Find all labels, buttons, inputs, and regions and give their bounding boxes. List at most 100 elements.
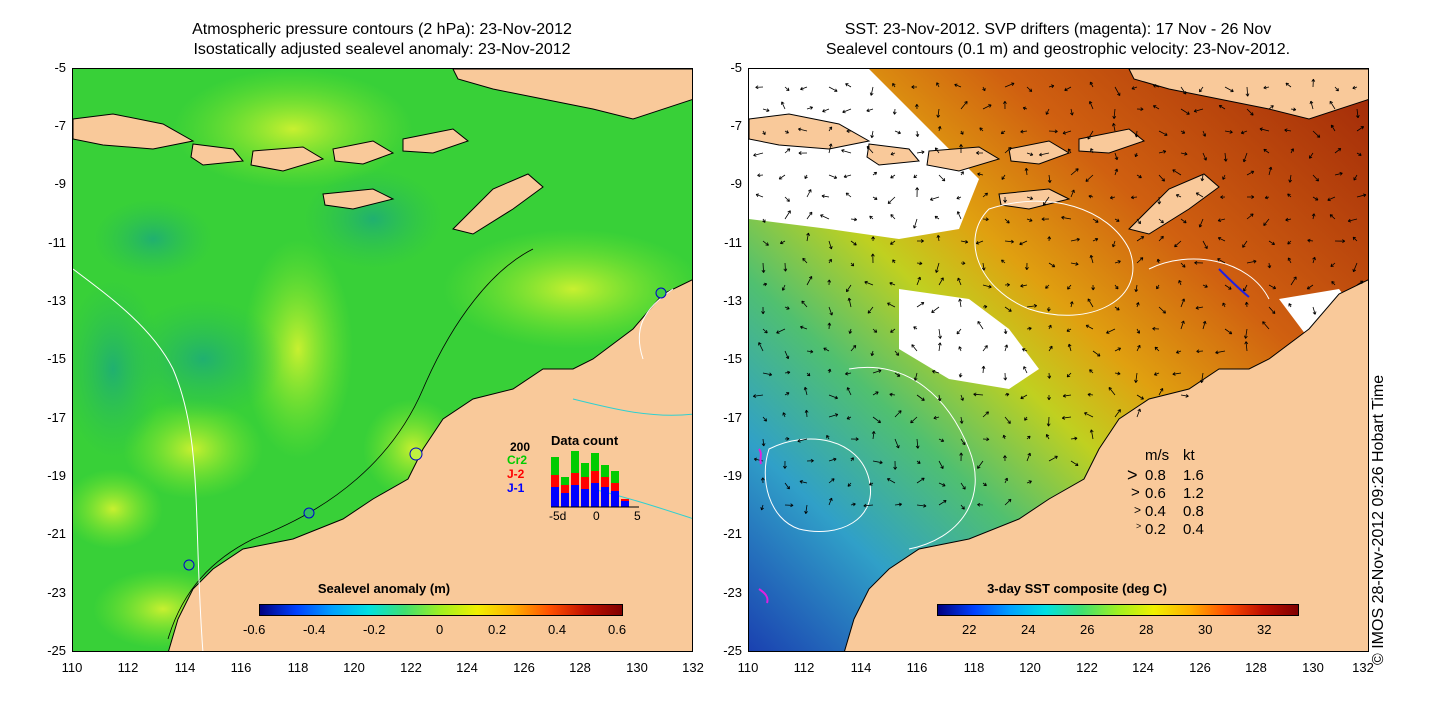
velocity-arrow <box>1002 434 1007 440</box>
velocity-arrow <box>1004 498 1012 506</box>
velocity-arrow <box>828 394 839 400</box>
velocity-arrow <box>892 108 897 115</box>
velocity-arrow <box>1136 408 1141 418</box>
velocity-arrow <box>1067 343 1072 352</box>
velocity-arrow <box>1039 152 1050 157</box>
velocity-arrow <box>1224 328 1233 335</box>
velocity-arrow <box>1004 392 1010 397</box>
velocity-arrow <box>828 86 838 92</box>
y-tick: -21 <box>47 526 66 541</box>
velocity-arrow <box>1312 130 1321 138</box>
velocity-arrow <box>1134 372 1138 383</box>
velocity-arrow <box>850 240 857 246</box>
velocity-arrow <box>798 151 808 155</box>
velocity-arrow <box>1180 320 1185 330</box>
velocity-arrow <box>869 482 874 486</box>
velocity-arrow <box>872 369 882 374</box>
velocity-arrow <box>806 211 813 220</box>
velocity-arrow <box>1287 257 1292 264</box>
velocity-arrow <box>1152 105 1160 110</box>
velocity-arrow <box>982 345 988 352</box>
velocity-arrow <box>1136 236 1145 242</box>
velocity-arrow <box>934 147 940 154</box>
velocity-arrow <box>977 502 984 507</box>
velocity-arrow <box>1046 306 1051 312</box>
velocity-arrow <box>1311 213 1316 220</box>
velocity-legend-header-kt: kt <box>1183 447 1195 464</box>
velocity-arrow <box>804 504 808 514</box>
velocity-arrow <box>1175 350 1182 354</box>
velocity-arrow <box>1069 301 1074 308</box>
velocity-arrow <box>1131 86 1138 90</box>
velocity-arrow <box>778 174 786 180</box>
data-count-xtick-neg5: -5d <box>549 509 567 523</box>
velocity-arrow <box>850 345 857 352</box>
velocity-arrow <box>1061 215 1072 220</box>
velocity-arrow <box>1114 347 1122 352</box>
velocity-arrow <box>1220 195 1226 200</box>
velocity-arrow <box>1195 305 1204 310</box>
velocity-arrow <box>1202 320 1207 330</box>
velocity-arrow <box>917 239 924 243</box>
x-tick: 126 <box>513 660 535 675</box>
x-tick: 124 <box>1132 660 1154 675</box>
velocity-arrow <box>889 282 896 286</box>
velocity-arrow <box>784 210 791 220</box>
velocity-arrow <box>977 460 984 469</box>
velocity-arrow <box>982 192 988 198</box>
sealevel-anomaly-map[interactable]: Data count 200 Cr2 J-2 J-1 -5d 0 5 Seale… <box>72 68 693 652</box>
velocity-arrow <box>1307 238 1314 243</box>
bar-group-4 <box>581 463 589 507</box>
velocity-arrow <box>1200 372 1204 384</box>
velocity-legend-ms-3: 0.2 <box>1145 521 1166 538</box>
velocity-arrow <box>977 320 984 330</box>
velocity-arrow <box>1356 152 1362 156</box>
velocity-arrow <box>887 196 896 204</box>
velocity-arrow <box>973 392 984 397</box>
velocity-arrow <box>1114 86 1121 97</box>
velocity-arrow <box>1084 412 1094 418</box>
velocity-arrow <box>1135 302 1140 308</box>
velocity-arrow <box>1090 148 1094 154</box>
velocity-arrow <box>910 416 918 424</box>
velocity-arrow <box>1174 240 1182 248</box>
colorbar-tick: -0.2 <box>363 622 386 637</box>
velocity-arrow <box>892 259 896 264</box>
velocity-arrow <box>781 284 786 291</box>
velocity-arrow <box>1327 196 1336 202</box>
sst-map[interactable]: m/s kt > 0.8 1.6 > 0.6 1.2 > 0.4 0.8 > 0… <box>748 68 1369 652</box>
velocity-arrow-icon: > <box>1136 521 1142 531</box>
colorbar-tick: 0.2 <box>488 622 507 637</box>
velocity-arrow <box>1202 152 1207 161</box>
velocity-arrow <box>960 101 968 110</box>
data-count-xtick-5: 5 <box>634 509 641 523</box>
velocity-arrow <box>916 460 921 464</box>
y-tick: -7 <box>730 118 742 133</box>
colorbar-tick: 28 <box>1139 622 1154 637</box>
velocity-arrow <box>1020 129 1028 134</box>
velocity-arrow <box>1004 416 1011 424</box>
velocity-arrow <box>804 174 808 179</box>
velocity-arrow <box>1224 130 1233 134</box>
velocity-arrow <box>932 369 940 374</box>
colorbar-tick: 0 <box>436 622 444 637</box>
sst-colorbar-label: 3-day SST composite (deg C) <box>987 581 1167 596</box>
velocity-arrow <box>1215 350 1226 355</box>
velocity-arrow <box>1112 108 1117 119</box>
velocity-arrow <box>890 152 896 156</box>
x-tick: 130 <box>1302 660 1324 675</box>
velocity-arrow <box>1070 189 1075 198</box>
velocity-legend-kt-2: 0.8 <box>1183 503 1204 520</box>
velocity-arrow <box>806 106 813 110</box>
velocity-arrow <box>1004 147 1012 154</box>
velocity-arrow <box>1172 372 1182 376</box>
velocity-arrow <box>822 108 830 113</box>
velocity-arrow <box>846 129 852 133</box>
velocity-arrow <box>911 85 917 89</box>
velocity-arrow <box>887 302 896 308</box>
velocity-arrow <box>1158 150 1167 154</box>
velocity-arrow <box>1114 152 1119 161</box>
y-tick: -5 <box>730 60 742 75</box>
velocity-arrow <box>1178 279 1182 286</box>
velocity-arrow <box>870 253 875 264</box>
